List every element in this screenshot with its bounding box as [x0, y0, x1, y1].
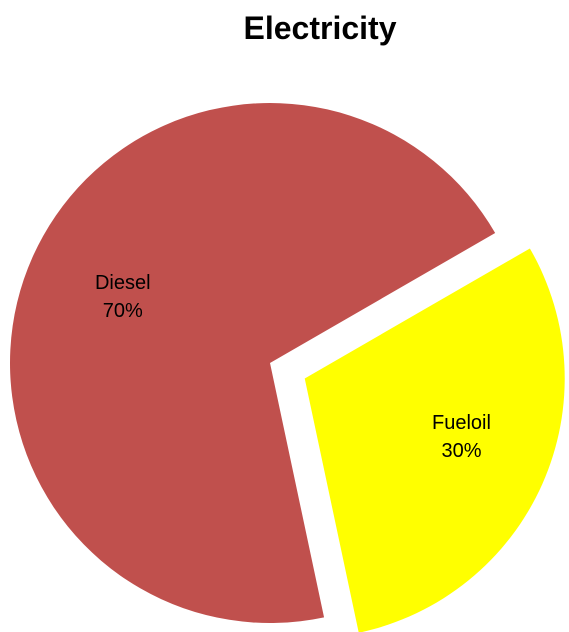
slice-value: 30% — [441, 439, 482, 462]
slice-value: 70% — [102, 300, 143, 323]
pie-slice-diesel — [9, 102, 496, 623]
pie-slice-fueloil — [304, 248, 565, 632]
chart-title: Electricity — [243, 10, 397, 46]
slice-label-diesel: Diesel 70% — [63, 269, 183, 325]
slice-name: Fueloil — [432, 411, 491, 434]
slice-label-fueloil: Fueloil 30% — [401, 409, 521, 465]
slice-name: Diesel — [94, 272, 151, 295]
